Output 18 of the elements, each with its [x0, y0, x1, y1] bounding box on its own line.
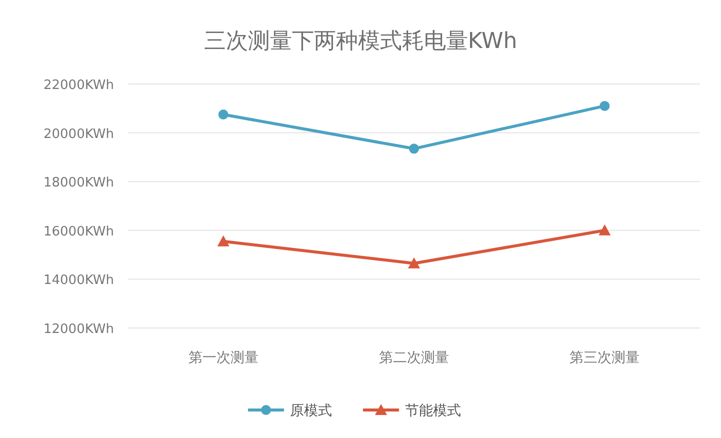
- point: [218, 110, 228, 120]
- y-tick-label: 12000KWh: [43, 322, 114, 337]
- x-tick-label: 第三次测量: [570, 350, 640, 366]
- y-tick-label: 22000KWh: [43, 78, 114, 93]
- point: [408, 257, 420, 268]
- legend-label: 节能模式: [405, 403, 461, 419]
- x-tick-label: 第二次测量: [379, 350, 449, 366]
- point: [409, 144, 419, 154]
- chart-title: 三次测量下两种模式耗电量KWh: [204, 29, 518, 54]
- y-tick-label: 20000KWh: [43, 126, 114, 142]
- legend-label: 原模式: [290, 403, 332, 419]
- point: [600, 100, 610, 111]
- point: [217, 235, 230, 246]
- point: [598, 224, 611, 236]
- x-tick-label: 第一次测量: [188, 350, 258, 366]
- y-tick-label: 18000KWh: [43, 176, 114, 191]
- y-tick-label: 16000KWh: [43, 224, 114, 240]
- y-tick-label: 14000KWh: [43, 273, 114, 288]
